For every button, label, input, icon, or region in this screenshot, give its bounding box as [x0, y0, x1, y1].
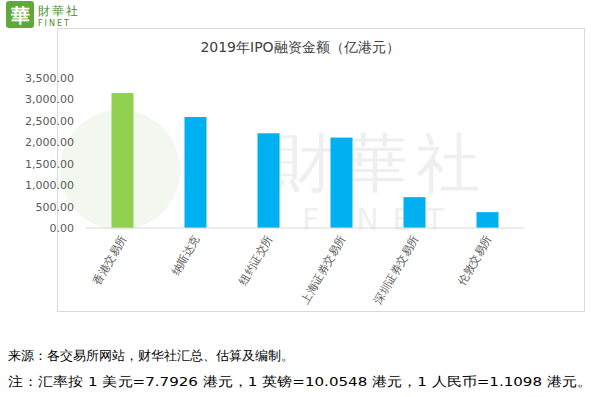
logo-name: 財華社	[38, 4, 80, 18]
chart-title: 2019年IPO融资金额（亿港元）	[200, 39, 399, 55]
x-tick-label: 纽约证交所	[236, 233, 275, 287]
note-text: 注：汇率按 1 美元=7.7926 港元，1 英镑=10.0548 港元，1 人…	[8, 374, 592, 389]
watermark-name: 財華社	[272, 126, 488, 200]
logo-name-en: FINET	[38, 19, 71, 28]
y-tick-label: 3,500.00	[25, 72, 74, 85]
x-tick-label: 伦敦交易所	[455, 233, 494, 287]
bar	[112, 93, 134, 228]
bar	[477, 212, 499, 228]
y-tick-label: 1,500.00	[25, 158, 74, 171]
logo-mark: 華	[10, 4, 30, 26]
y-tick-label: 500.00	[36, 201, 75, 214]
bar	[258, 133, 280, 228]
y-tick	[82, 185, 85, 186]
bars	[112, 93, 499, 228]
y-tick-label: 3,000.00	[25, 93, 74, 106]
y-tick	[82, 206, 85, 207]
x-axis-line	[86, 228, 524, 229]
source-text: 来源：各交易所网站，财华社汇总、估算及编制。	[8, 348, 294, 363]
watermark-name-en: FINET	[302, 202, 458, 237]
x-axis: 香港交易所 纳斯达克 纽约证交所上海证券交易所深圳证券交易所伦敦交易所	[90, 233, 494, 306]
logo: 華財華社FINET	[6, 1, 80, 28]
y-tick-label: 2,000.00	[25, 136, 74, 149]
y-tick	[82, 163, 85, 164]
x-tick-label: 纳斯达克	[169, 233, 202, 278]
y-tick-label: 2,500.00	[25, 115, 74, 128]
x-tick-label: 香港交易所	[90, 233, 129, 287]
page: 華財華社FINET財華社FINET2019年IPO融资金额（亿港元）0.0050…	[0, 0, 600, 397]
y-tick	[82, 99, 85, 100]
x-tick-label: 上海证券交易所	[298, 233, 348, 306]
y-tick	[82, 142, 85, 143]
y-tick	[82, 78, 85, 79]
y-tick	[82, 228, 85, 229]
bar	[185, 117, 207, 228]
y-tick	[82, 120, 85, 121]
y-axis: 0.00 500.00 1,000.00 1,500.00 2,000.00 2,500.…	[25, 72, 85, 235]
x-tick-label: 深圳证券交易所	[371, 233, 421, 306]
logo-badge	[6, 1, 34, 28]
bar	[404, 197, 426, 228]
y-tick-label: 1,000.00	[25, 179, 74, 192]
bar	[331, 138, 353, 228]
chart-frame	[58, 29, 585, 312]
y-tick-label: 0.00	[50, 222, 75, 235]
